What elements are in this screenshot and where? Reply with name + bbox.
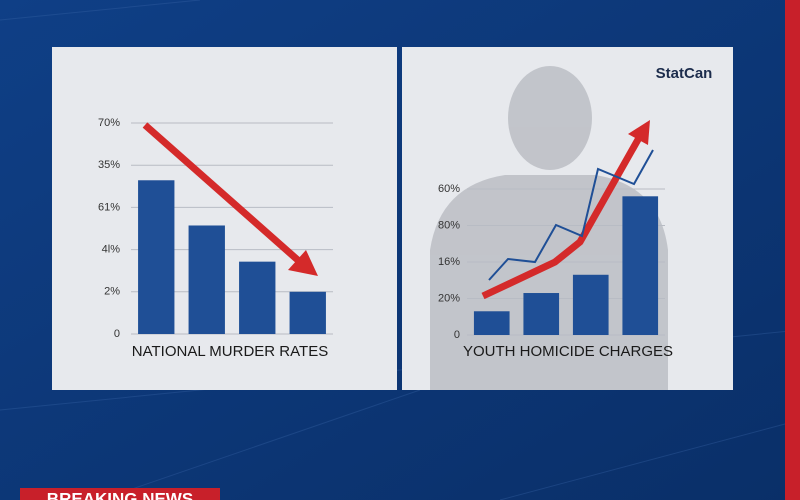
y-tick-label: 0 [114, 328, 120, 340]
chart-title: NATIONAL MURDER RATES [132, 343, 328, 360]
bar [239, 261, 276, 334]
bar [473, 311, 510, 335]
y-tick-label: 2% [104, 286, 120, 298]
banner-box [20, 488, 220, 500]
y-tick-label: 35% [98, 159, 120, 171]
banner: BREAKING NEWS [47, 489, 193, 500]
y-tick-label: 70% [98, 117, 120, 129]
logo: StatCan [656, 65, 713, 82]
y-tick-label: 0 [454, 329, 460, 341]
left-panel [52, 47, 397, 390]
bar [523, 293, 560, 335]
bar [572, 274, 609, 335]
red-stripe [785, 0, 800, 500]
y-tick-label: 4l% [102, 244, 121, 256]
y-tick-label: 80% [438, 219, 460, 231]
charts: 0 2% 4l% 61% 35% 70% NATIONAL MURDER RATES 0 20%… [98, 117, 673, 360]
y-tick-label: 20% [438, 292, 460, 304]
bar [188, 225, 225, 334]
trend-arrows [142, 120, 654, 300]
bar [138, 180, 175, 334]
y-tick-label: 61% [98, 201, 120, 213]
y-tick-label: 60% [438, 183, 460, 195]
bar [289, 291, 326, 334]
chart-title: YOUTH HOMICIDE CHARGES [463, 343, 673, 360]
person-silhouette [430, 66, 668, 390]
bar [622, 196, 659, 335]
y-tick-label: 16% [438, 256, 460, 268]
